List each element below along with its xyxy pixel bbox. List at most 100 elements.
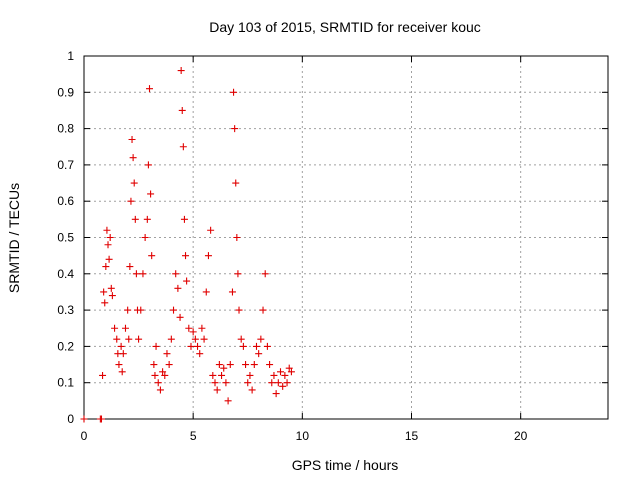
data-point [207, 226, 215, 234]
data-point [222, 379, 230, 387]
data-point [118, 368, 126, 376]
y-tick-label: 0.9 [57, 85, 74, 99]
data-point [228, 288, 236, 296]
x-tick-label: 5 [190, 429, 197, 443]
x-tick-label: 15 [405, 429, 419, 443]
data-point [143, 215, 151, 223]
data-point [277, 368, 284, 376]
data-point [204, 252, 212, 260]
data-point [100, 288, 108, 296]
data-point [165, 361, 173, 369]
data-point [211, 379, 219, 387]
data-point [198, 324, 206, 332]
data-point [220, 364, 228, 372]
data-point [200, 335, 208, 343]
data-point [250, 361, 258, 369]
data-point [80, 415, 88, 423]
data-point [167, 335, 175, 343]
data-point [117, 342, 125, 350]
data-point [99, 371, 107, 379]
data-point [113, 335, 121, 343]
data-point [185, 324, 193, 332]
data-point [128, 135, 136, 143]
data-point [131, 215, 139, 223]
data-point [176, 313, 184, 321]
data-point [194, 342, 202, 350]
data-point [152, 342, 160, 350]
data-point [248, 386, 256, 394]
data-point [255, 350, 263, 358]
data-point [108, 292, 116, 300]
data-point [230, 88, 238, 96]
data-point [272, 390, 280, 398]
x-tick-label: 20 [514, 429, 528, 443]
y-tick-label: 0.6 [57, 194, 74, 208]
x-tick-label: 10 [296, 429, 310, 443]
x-tick-label: 0 [81, 429, 88, 443]
data-point [180, 215, 188, 223]
data-point [226, 361, 234, 369]
data-point [144, 161, 152, 169]
data-point [127, 197, 135, 205]
data-point [172, 270, 180, 278]
data-point [119, 350, 127, 358]
data-point [183, 277, 191, 285]
y-tick-label: 0 [67, 412, 74, 426]
tick-labels: 00.10.20.30.40.50.60.70.80.910 5 10 15 20 [57, 49, 527, 443]
data-point [179, 143, 187, 151]
data-point [215, 361, 223, 369]
data-point [161, 371, 169, 379]
data-point [209, 371, 217, 379]
data-point [104, 241, 112, 249]
data-point [224, 397, 232, 405]
data-point [97, 415, 105, 423]
chart-title: Day 103 of 2015, SRMTID for receiver kou… [209, 19, 481, 35]
data-point [261, 270, 269, 278]
data-point [213, 386, 221, 394]
data-point [246, 371, 254, 379]
data-point [148, 252, 156, 260]
data-point [274, 379, 282, 387]
data-point [202, 288, 210, 296]
data-point [178, 106, 186, 114]
data-point [268, 379, 276, 387]
data-point [151, 371, 159, 379]
data-point [147, 190, 155, 198]
data-point [126, 263, 134, 271]
y-tick-label: 0.7 [57, 158, 74, 172]
y-tick-label: 0.1 [57, 376, 74, 390]
x-axis-title: GPS time / hours [292, 457, 399, 473]
data-point [129, 154, 137, 162]
data-point [174, 284, 182, 292]
data-point [102, 263, 110, 271]
data-point [163, 350, 171, 358]
data-point [105, 255, 113, 263]
data-point [103, 226, 111, 234]
data-point [231, 125, 239, 133]
y-tick-label: 1 [67, 49, 74, 63]
data-point [279, 382, 287, 390]
data-point [132, 270, 140, 278]
y-tick-label: 0.5 [57, 231, 74, 245]
data-point [130, 179, 138, 187]
data-point [170, 306, 178, 314]
data-point [235, 306, 243, 314]
y-axis-title: SRMTID / TECUs [6, 183, 22, 293]
data-point [191, 335, 199, 343]
data-point [263, 342, 271, 350]
data-point [137, 306, 145, 314]
data-point [266, 361, 274, 369]
data-point [107, 284, 115, 292]
data-point [233, 234, 241, 241]
data-point [159, 368, 167, 376]
data-point [187, 342, 195, 350]
data-point [111, 324, 119, 332]
data-point [150, 361, 158, 369]
data-point [121, 324, 129, 332]
data-point [101, 299, 109, 307]
y-tick-label: 0.2 [57, 339, 74, 353]
data-point [196, 350, 204, 358]
data-point [218, 371, 226, 379]
data-point [242, 361, 250, 369]
data-point [182, 252, 190, 260]
